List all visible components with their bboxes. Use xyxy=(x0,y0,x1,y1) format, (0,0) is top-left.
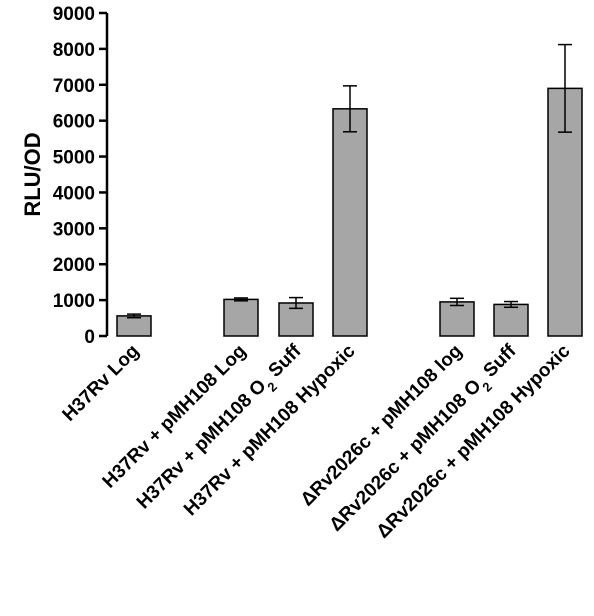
bar xyxy=(493,303,529,337)
bar xyxy=(439,301,475,337)
bars-group xyxy=(116,43,583,337)
error-bar xyxy=(234,297,248,302)
y-tick-label: 0 xyxy=(84,327,95,348)
y-tick-label: 8000 xyxy=(53,40,95,61)
bar xyxy=(116,315,152,337)
y-tick-label: 7000 xyxy=(53,76,95,97)
y-axis-title: RLU/OD xyxy=(20,132,45,216)
error-bar xyxy=(343,85,357,133)
y-tick-label: 3000 xyxy=(53,219,95,240)
y-tick-label: 1000 xyxy=(53,291,95,312)
error-bar xyxy=(450,297,464,307)
y-tick-label: 2000 xyxy=(53,255,95,276)
bar xyxy=(332,108,368,337)
x-category-label: ΔRv2026c + pMH108 Hypoxic xyxy=(373,340,575,542)
y-tick-label: 4000 xyxy=(53,183,95,204)
y-axis: 0 1000 2000 3000 4000 5000 6000 7000 8000 9000 xyxy=(53,4,109,348)
y-tick-label: 5000 xyxy=(53,148,95,169)
bar xyxy=(223,298,259,337)
error-bar xyxy=(127,313,141,319)
error-bar xyxy=(504,300,518,309)
y-tick-label: 6000 xyxy=(53,112,95,133)
x-category-label: H37Rv Log xyxy=(59,341,144,426)
error-bar xyxy=(289,296,303,310)
y-tick-label: 9000 xyxy=(53,4,95,25)
error-bar xyxy=(558,43,572,133)
